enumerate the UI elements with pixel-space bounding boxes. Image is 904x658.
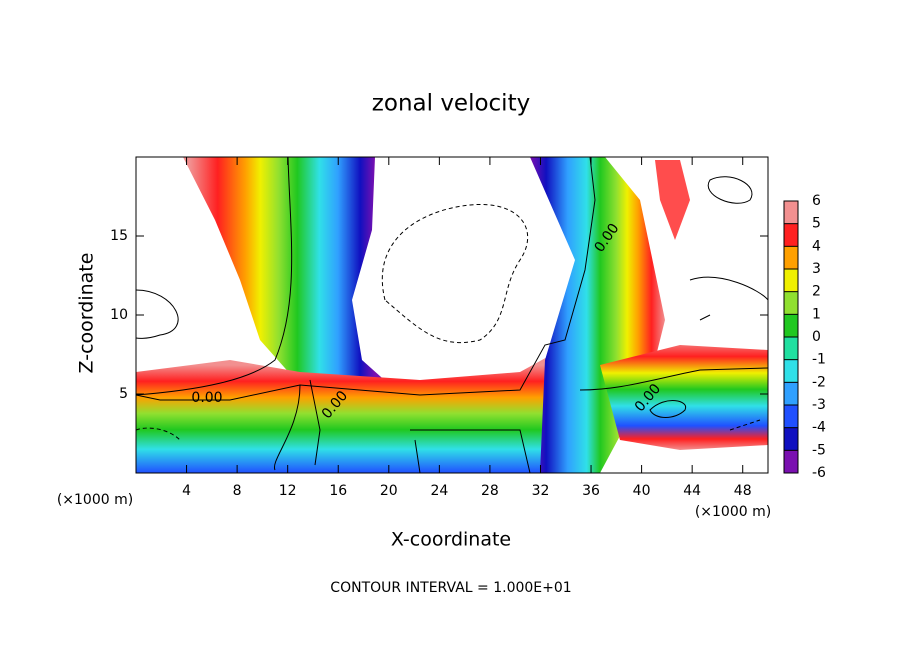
colorbar-segment: [784, 337, 798, 360]
colorbar-tick-label: 4: [812, 238, 821, 254]
x-tick-label: 32: [532, 483, 550, 499]
x-unit-label: (×1000 m): [57, 492, 133, 508]
colorbar-tick-label: 3: [812, 261, 821, 277]
x-tick-label: 8: [233, 483, 242, 499]
colorbar-segment: [784, 223, 798, 247]
colorbar-segment: [784, 359, 798, 383]
y-tick-label: 15: [110, 228, 128, 244]
colorbar-tick-label: 5: [812, 216, 821, 232]
x-tick-label: 20: [380, 483, 398, 499]
colorbar-segment: [784, 269, 798, 292]
colorbar-segment: [784, 291, 798, 315]
colorbar-segment: [784, 382, 798, 405]
colorbar-segment: [784, 246, 798, 269]
chart-title: zonal velocity: [372, 91, 530, 117]
colorbar-segment: [784, 314, 798, 337]
colorbar-tick-label: 0: [812, 329, 821, 345]
colorbar-segment: [784, 450, 798, 473]
colorbar-tick-label: -6: [812, 465, 826, 481]
x-axis-label: X-coordinate: [391, 529, 511, 551]
footnote: CONTOUR INTERVAL = 1.000E+01: [330, 580, 571, 596]
contour-lines: [136, 157, 768, 473]
y-axis-label: Z-coordinate: [76, 253, 98, 374]
contour-label: 0.00: [191, 390, 222, 406]
x-tick-label: 44: [683, 483, 701, 499]
colorbar-tick-label: -4: [812, 420, 826, 436]
colorbar-tick-label: 6: [812, 193, 821, 209]
y-tick-label: 10: [110, 307, 128, 323]
colorbar-tick-label: -2: [812, 374, 826, 390]
x-tick-label: 16: [329, 483, 347, 499]
colorbar-tick-label: -5: [812, 442, 826, 458]
colorbar-tick-label: 2: [812, 284, 821, 300]
y-tick-label: 5: [119, 386, 128, 402]
x-tick-label: 4: [182, 483, 191, 499]
colorbar-segment: [784, 427, 798, 451]
x-tick-label: 12: [279, 483, 297, 499]
colorbar-segment: [784, 405, 798, 428]
x-unit-label: (×1000 m): [695, 504, 771, 520]
colorbar-tick-label: -3: [812, 397, 826, 413]
x-tick-label: 40: [633, 483, 651, 499]
contour-field: [136, 157, 768, 473]
colorbar-tick-label: -1: [812, 352, 826, 368]
x-tick-label: 24: [430, 483, 448, 499]
colorbar-segment: [784, 201, 798, 224]
x-tick-label: 48: [734, 483, 752, 499]
x-tick-label: 36: [582, 483, 600, 499]
x-tick-label: 28: [481, 483, 499, 499]
colorbar-tick-label: 1: [812, 306, 821, 322]
